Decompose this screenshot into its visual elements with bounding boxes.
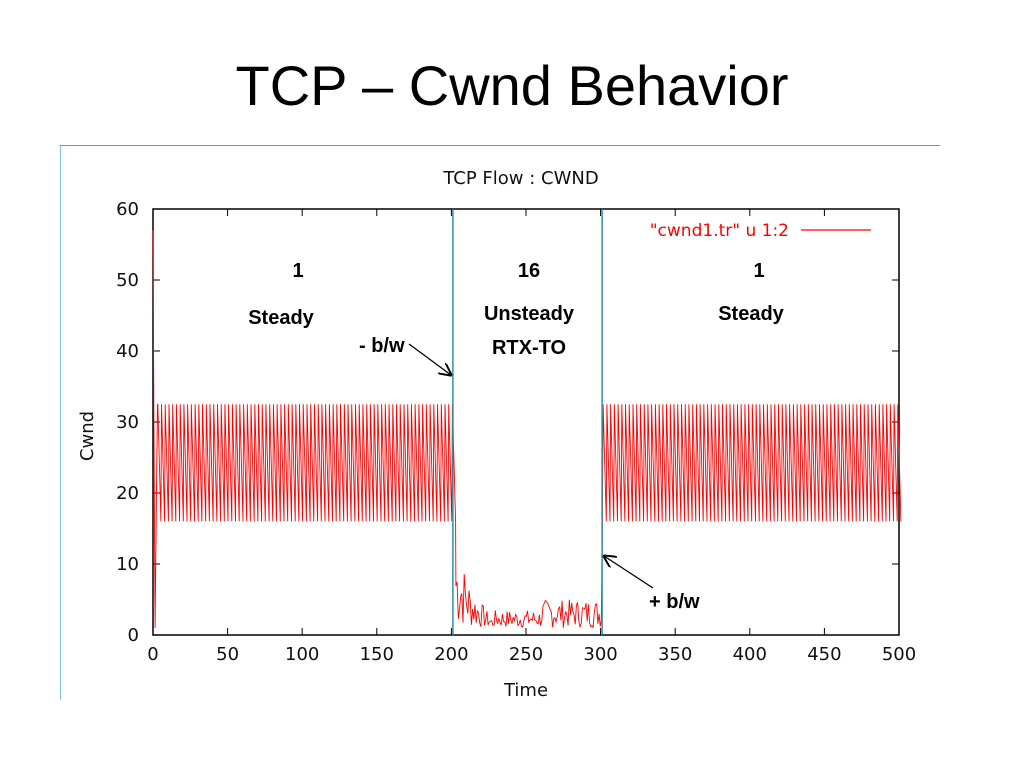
x-tick-label: 200	[434, 644, 468, 665]
y-tick-label: 10	[116, 554, 139, 575]
y-tick-label: 0	[128, 625, 139, 646]
y-axis-title: Cwnd	[77, 411, 98, 461]
x-tick-label: 0	[147, 644, 158, 665]
right-region-state: Steady	[718, 303, 784, 325]
cwnd-series-line	[152, 230, 902, 629]
y-tick-label: 60	[116, 199, 139, 220]
x-tick-label: 400	[733, 644, 767, 665]
x-axis-title: Time	[503, 680, 548, 700]
left-region-state: Steady	[248, 307, 314, 329]
x-tick-label: 250	[509, 644, 543, 665]
x-tick-label: 450	[807, 644, 841, 665]
mid-region-count: 16	[518, 260, 540, 282]
axis-ticks: 0 50 100 150 200 250 300 350 400 450 500 0 10 20 30 40 5…	[116, 199, 916, 665]
x-tick-label: 150	[360, 644, 394, 665]
chart-title: TCP Flow : CWND	[442, 168, 598, 189]
y-tick-label: 20	[116, 483, 139, 504]
right-region-count: 1	[753, 260, 764, 282]
chart-frame: TCP Flow : CWND 0 50 100 150 200 250 300 350 400…	[60, 146, 941, 700]
legend: "cwnd1.tr" u 1:2	[650, 221, 871, 241]
x-tick-label: 300	[583, 644, 617, 665]
title-divider	[60, 145, 940, 146]
x-tick-label: 350	[658, 644, 692, 665]
x-tick-label: 500	[882, 644, 916, 665]
left-region-count: 1	[292, 260, 303, 282]
minus-bandwidth-label: - b/w	[359, 335, 405, 357]
y-tick-label: 50	[116, 270, 139, 291]
slide-title: TCP – Cwnd Behavior	[235, 54, 789, 117]
minus-bandwidth-arrow	[408, 343, 451, 375]
plus-bandwidth-arrow	[604, 556, 654, 589]
x-tick-label: 100	[285, 644, 319, 665]
series-line-group	[152, 230, 902, 629]
x-tick-label: 50	[216, 644, 239, 665]
y-tick-label: 40	[116, 341, 139, 362]
plus-bandwidth-label: + b/w	[649, 591, 700, 613]
y-tick-label: 30	[116, 412, 139, 433]
cwnd-chart: TCP Flow : CWND 0 50 100 150 200 250 300 350 400…	[77, 168, 916, 700]
mid-region-state: Unsteady	[484, 303, 575, 325]
mid-region-reason: RTX-TO	[492, 337, 566, 359]
legend-label: "cwnd1.tr" u 1:2	[650, 221, 789, 241]
